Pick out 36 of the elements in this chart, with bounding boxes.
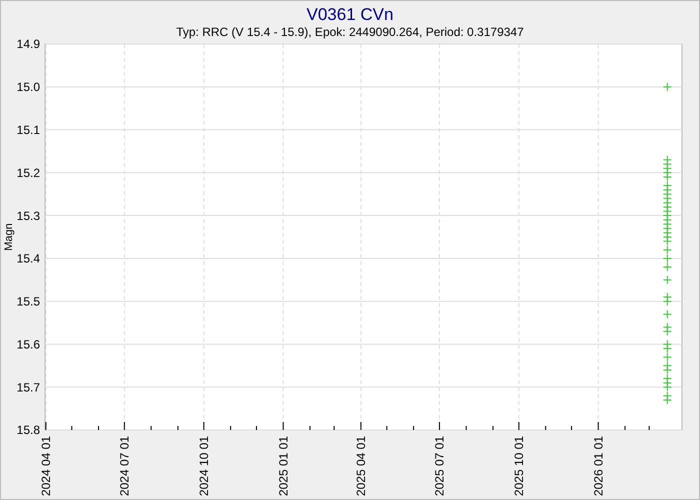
- chart-subtitle: Typ: RRC (V 15.4 - 15.9), Epok: 2449090.264, Period: 0.3179347: [176, 25, 524, 39]
- point: [662, 310, 672, 319]
- y-tick-label: 15.6: [16, 337, 40, 352]
- y-axis-title: Magn: [3, 223, 15, 251]
- point: [662, 365, 672, 374]
- point: [662, 344, 672, 354]
- chart-title: V0361 CVn: [306, 5, 394, 24]
- y-tick-label: 15.5: [16, 294, 40, 309]
- point: [662, 326, 672, 336]
- point: [662, 245, 672, 254]
- point: [662, 82, 672, 92]
- y-tick-label: 15.4: [16, 252, 40, 266]
- x-tick-label: 2024 04 01: [39, 436, 54, 496]
- x-tick-label: 2026 01 01: [591, 436, 606, 496]
- point: [662, 236, 672, 246]
- point: [662, 352, 672, 362]
- point: [662, 275, 672, 284]
- x-tick-label: 2024 10 01: [197, 436, 212, 496]
- x-tick-label: 2025 04 01: [354, 436, 368, 496]
- point: [662, 382, 672, 392]
- point: [662, 395, 672, 404]
- y-tick-label: 15.0: [16, 80, 40, 94]
- point: [662, 254, 672, 263]
- y-tick-label: 15.3: [16, 208, 40, 223]
- x-tick-label: 2025 01 01: [276, 436, 290, 496]
- y-tick-label: 15.1: [16, 122, 40, 137]
- point: [662, 262, 672, 272]
- y-tick-label: 15.7: [16, 380, 40, 394]
- x-tick-label: 2025 07 01: [432, 436, 447, 496]
- y-tick-label: 15.2: [16, 166, 40, 180]
- x-tick-label: 2024 07 01: [118, 436, 132, 496]
- point: [662, 296, 672, 306]
- x-tick-label: 2025 10 01: [512, 436, 526, 496]
- point: [662, 172, 672, 182]
- y-tick-label: 14.9: [16, 37, 40, 52]
- y-tick-label: 15.8: [16, 423, 40, 438]
